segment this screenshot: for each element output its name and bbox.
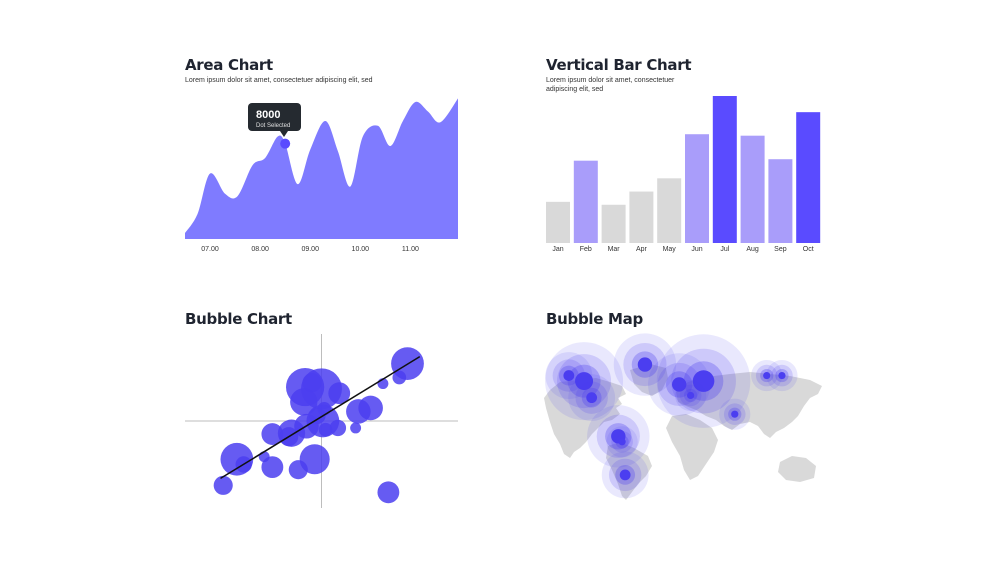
area-x-tick-label: 09.00	[301, 246, 319, 253]
bar[interactable]	[685, 134, 709, 243]
area-chart: 07.00 08.00 09.00 10.00 11.00 8000 Dot Selec…	[185, 98, 458, 253]
area-series	[185, 98, 458, 239]
map-bubble[interactable]	[586, 392, 598, 404]
bar-x-tick-label: Mar	[608, 246, 621, 253]
bar-chart: Jan Feb Mar Apr May Jun Jul Aug Sep Oct	[546, 96, 821, 253]
continent-south-america	[606, 442, 652, 500]
bar-x-tick-label: Jul	[720, 246, 729, 253]
map-bubble[interactable]	[687, 391, 695, 400]
bubble-chart-panel: Bubble Chart	[0, 282, 500, 565]
area-x-axis: 07.00 08.00 09.00 10.00 11.00	[201, 246, 419, 253]
bubble[interactable]	[328, 382, 351, 405]
bubble[interactable]	[290, 388, 318, 416]
map-bubble[interactable]	[619, 469, 631, 481]
bar-chart-panel: Vertical Bar Chart Lorem ipsum dolor sit…	[0, 0, 1005, 282]
bubble-chart	[185, 334, 458, 508]
bubble-map-title: Bubble Map	[546, 310, 643, 328]
continent-greenland	[630, 364, 668, 396]
tooltip-box	[248, 103, 301, 131]
bar[interactable]	[712, 96, 737, 243]
continent-europe-asia	[676, 372, 822, 438]
bar[interactable]	[546, 201, 570, 243]
map-bubble[interactable]	[563, 370, 575, 381]
bar[interactable]	[796, 112, 821, 243]
area-chart-title: Area Chart	[185, 56, 273, 74]
island-japan	[800, 390, 808, 406]
map-bubble[interactable]	[575, 372, 594, 391]
bubble[interactable]	[318, 422, 333, 437]
area-x-tick-label: 07.00	[201, 246, 219, 253]
bubble[interactable]	[261, 423, 284, 445]
bubble[interactable]	[350, 422, 362, 434]
map-bubble[interactable]	[692, 370, 715, 392]
map-bubble[interactable]	[671, 377, 687, 392]
bar[interactable]	[601, 204, 626, 243]
bar-x-tick-label: May	[663, 246, 677, 253]
area-chart-subtitle: Lorem ipsum dolor sit amet, consectetuer…	[185, 77, 373, 84]
world-map	[544, 333, 822, 500]
bar-x-tick-label: Jun	[691, 246, 702, 253]
bubble-map-panel: Bubble Map	[500, 282, 1005, 565]
bubble-chart-title: Bubble Chart	[185, 310, 292, 328]
bubble[interactable]	[392, 370, 407, 385]
bar[interactable]	[740, 135, 765, 243]
bar-x-tick-label: Feb	[580, 246, 592, 253]
map-bubble[interactable]	[731, 410, 739, 418]
tooltip-value: 8000	[256, 109, 280, 121]
bar[interactable]	[657, 178, 682, 243]
map-bubble[interactable]	[637, 357, 653, 372]
bubble[interactable]	[358, 395, 383, 421]
bubble[interactable]	[213, 475, 233, 495]
bubble[interactable]	[261, 456, 284, 479]
bubble[interactable]	[329, 419, 347, 437]
continent-north-america	[544, 378, 626, 458]
bar-x-tick-label: Aug	[746, 246, 759, 253]
tooltip-pointer	[280, 131, 288, 137]
bar[interactable]	[629, 191, 654, 243]
bubble[interactable]	[377, 481, 400, 504]
map-bubble[interactable]	[618, 438, 626, 446]
bar-chart-subtitle-line-1: Lorem ipsum dolor sit amet, consectetuer	[546, 77, 675, 84]
map-land	[544, 364, 822, 500]
bar-x-tick-label: Apr	[636, 246, 648, 253]
selected-dot[interactable]	[280, 138, 291, 149]
trend-line	[220, 355, 421, 480]
bar[interactable]	[768, 159, 793, 243]
continent-australia	[778, 456, 816, 482]
bubble[interactable]	[302, 373, 322, 393]
bar-chart-title: Vertical Bar Chart	[546, 56, 692, 74]
bar[interactable]	[573, 160, 598, 243]
area-x-tick-label: 11.00	[402, 246, 419, 253]
continent-africa	[666, 414, 718, 480]
bubble[interactable]	[288, 460, 308, 480]
area-x-tick-label: 10.00	[352, 246, 370, 253]
bar-x-tick-label: Oct	[803, 246, 814, 253]
map-bubble[interactable]	[778, 371, 786, 380]
tooltip: 8000 Dot Selected	[248, 103, 301, 137]
bar-x-tick-label: Sep	[774, 246, 787, 253]
area-x-tick-label: 08.00	[251, 246, 269, 253]
map-bubbles	[545, 333, 798, 499]
tooltip-label: Dot Selected	[256, 123, 290, 129]
map-bubble[interactable]	[763, 371, 771, 380]
bar-x-tick-label: Jan	[552, 246, 563, 253]
bar-chart-subtitle-line-2: adipiscing elit, sed	[546, 86, 604, 93]
area-chart-panel: Area Chart Lorem ipsum dolor sit amet, c…	[0, 0, 500, 282]
